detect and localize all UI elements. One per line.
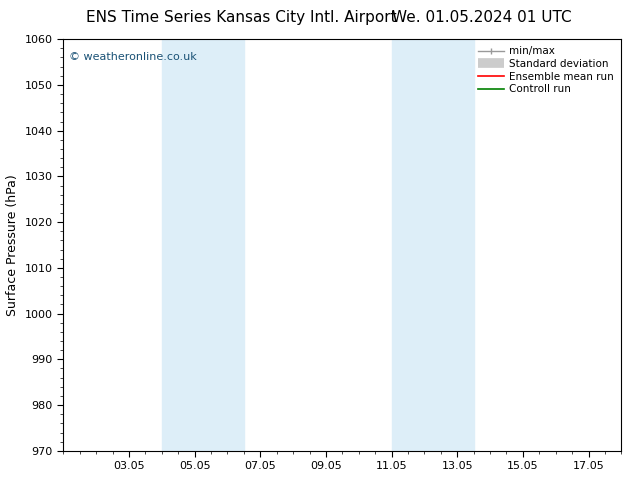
Legend: min/max, Standard deviation, Ensemble mean run, Controll run: min/max, Standard deviation, Ensemble me… — [476, 45, 616, 97]
Y-axis label: Surface Pressure (hPa): Surface Pressure (hPa) — [6, 174, 19, 316]
Text: ENS Time Series Kansas City Intl. Airport: ENS Time Series Kansas City Intl. Airpor… — [86, 10, 396, 25]
Bar — [162, 39, 244, 451]
Bar — [392, 39, 474, 451]
Text: We. 01.05.2024 01 UTC: We. 01.05.2024 01 UTC — [392, 10, 572, 25]
Text: © weatheronline.co.uk: © weatheronline.co.uk — [69, 51, 197, 62]
